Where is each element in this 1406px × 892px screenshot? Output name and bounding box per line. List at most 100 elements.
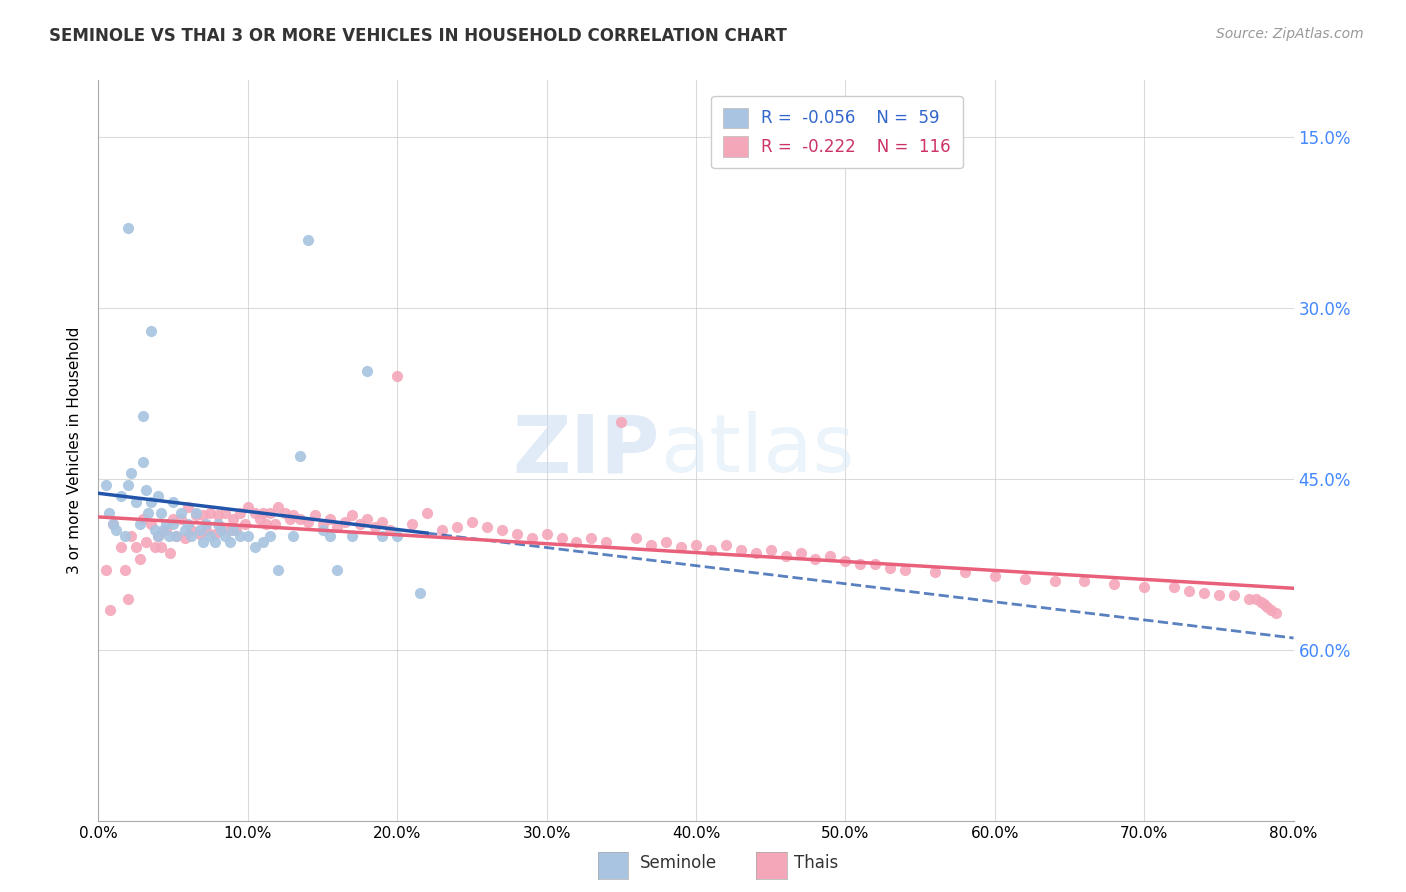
Point [94,477,117,491]
Point [129,551,152,566]
Point [311,517,333,532]
Point [191,508,214,523]
Point [263,517,285,532]
Legend: R =  -0.056    N =  59, R =  -0.222    N =  116: R = -0.056 N = 59, R = -0.222 N = 116 [711,96,963,169]
Point [267,563,290,577]
Point [195,517,218,532]
Point [117,221,139,235]
Point [184,506,207,520]
Point [209,523,232,537]
Point [114,563,136,577]
Point [174,523,197,537]
Point [349,517,371,532]
Text: atlas: atlas [661,411,855,490]
Point [581,531,603,545]
Point [565,534,588,549]
Point [132,512,155,526]
Point [288,512,311,526]
Point [669,541,692,555]
Point [879,561,901,575]
Point [245,506,267,520]
Point [169,506,191,520]
Point [759,542,782,557]
Point [209,523,232,537]
Point [1133,580,1156,594]
Point [135,483,157,498]
Point [408,586,430,600]
Point [195,523,218,537]
Point [356,364,378,378]
Point [326,563,349,577]
Text: SEMINOLE VS THAI 3 OR MORE VEHICLES IN HOUSEHOLD CORRELATION CHART: SEMINOLE VS THAI 3 OR MORE VEHICLES IN H… [49,27,787,45]
Point [281,529,304,543]
Point [125,541,148,555]
Point [98,603,122,617]
Point [714,538,737,552]
Point [155,523,177,537]
Y-axis label: 3 or more Vehicles in Household: 3 or more Vehicles in Household [67,326,83,574]
Point [188,526,211,541]
Point [162,494,184,508]
Point [165,529,187,543]
Point [245,541,267,555]
Point [267,500,290,515]
Point [204,534,226,549]
Point [281,508,304,523]
Point [143,523,166,537]
Point [491,523,513,537]
Point [1223,588,1246,602]
Point [157,529,180,543]
Point [162,517,184,532]
Point [200,506,222,520]
Point [461,515,484,529]
Point [356,512,378,526]
Point [319,512,342,526]
Point [139,324,162,338]
Point [139,517,162,532]
Point [401,517,423,532]
Point [371,529,394,543]
Point [177,517,200,532]
Point [610,415,633,429]
Point [1253,597,1275,611]
Point [103,517,125,532]
Point [278,512,301,526]
Point [849,558,872,572]
Point [304,508,326,523]
Point [229,506,252,520]
Point [685,538,707,552]
Point [536,526,558,541]
Point [520,531,543,545]
Point [207,508,229,523]
Point [184,508,207,523]
Point [378,523,401,537]
Point [924,566,946,580]
Point [249,512,271,526]
Text: Seminole: Seminole [640,855,717,872]
Point [165,529,187,543]
Point [110,489,132,503]
Point [297,233,319,247]
Point [1073,574,1095,589]
Point [259,529,281,543]
Point [640,538,662,552]
Point [225,523,247,537]
Point [236,500,259,515]
Point [114,529,136,543]
Point [117,477,139,491]
Point [120,467,142,481]
Point [204,526,226,541]
Point [1104,576,1126,591]
Point [159,546,181,560]
Point [143,541,166,555]
Point [1256,599,1278,614]
Point [180,529,202,543]
Point [207,517,229,532]
Point [789,546,811,560]
Point [1260,603,1282,617]
Point [745,546,768,560]
Point [139,494,162,508]
Point [219,523,242,537]
Point [319,529,342,543]
Point [700,542,723,557]
